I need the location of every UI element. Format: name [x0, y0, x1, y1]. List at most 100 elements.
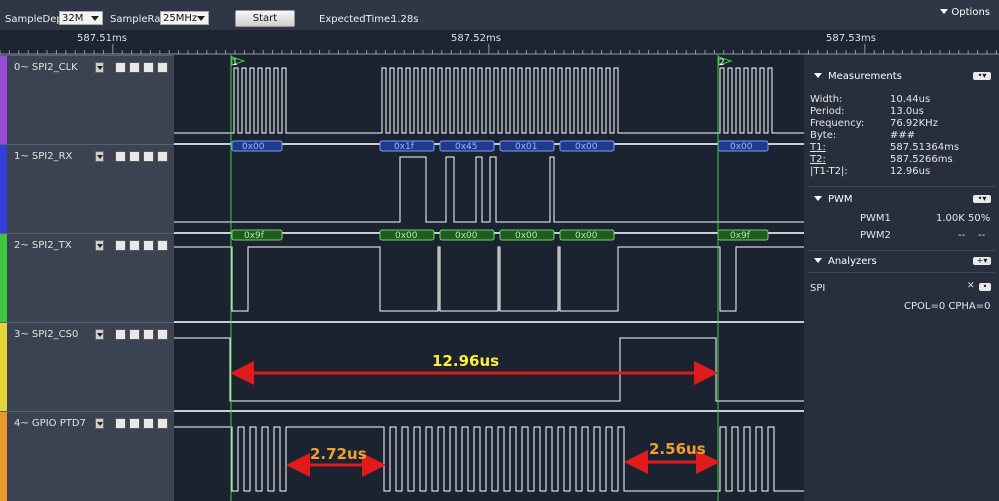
chevron-down-icon	[91, 16, 99, 21]
trigger-low-icon[interactable]	[157, 329, 168, 340]
decode-label: 0x00	[242, 142, 265, 152]
channel-dropdown[interactable]	[95, 151, 104, 162]
timeline-ruler[interactable]: 587.51ms 587.52ms 587.53ms	[0, 30, 999, 56]
channel-dropdown[interactable]	[95, 418, 104, 429]
trigger-low-icon[interactable]	[157, 418, 168, 429]
toolbar: SampleDepth 32M SampleRate 25MHz Start E…	[0, 0, 999, 30]
decode-box[interactable]	[559, 140, 615, 152]
channel-name: 0~ SPI2_CLK	[14, 62, 78, 73]
trigger-fall-icon[interactable]	[143, 329, 154, 340]
decode-box[interactable]	[379, 140, 435, 152]
trigger-fall-icon[interactable]	[143, 151, 154, 162]
trigger-high-icon[interactable]	[129, 240, 140, 251]
trigger-rise-icon[interactable]	[115, 151, 126, 162]
pwm-header[interactable]: PWM	[814, 194, 853, 205]
waveform-canvas[interactable]: 0x00 0x1f 0x45 0x01 0x00 0x00 0x9f 0x00 …	[174, 55, 804, 501]
decode-label: 0x9f	[244, 231, 265, 241]
channel-panel-1[interactable]: 1~ SPI2_RX	[0, 144, 174, 233]
channel-color-bar	[0, 145, 7, 233]
channel-dropdown[interactable]	[95, 240, 104, 251]
trigger-rise-icon[interactable]	[115, 418, 126, 429]
trigger-rise-icon[interactable]	[115, 62, 126, 73]
channel-name: 4~ GPIO PTD7	[14, 418, 86, 429]
add-analyzer-icon[interactable]: +▾	[973, 257, 991, 265]
trigger-high-icon[interactable]	[129, 418, 140, 429]
trigger-high-icon[interactable]	[129, 62, 140, 73]
pwm-freq: 1.00K	[936, 213, 965, 224]
settings-icon[interactable]: •	[979, 283, 991, 291]
trigger-low-icon[interactable]	[157, 240, 168, 251]
analyzer-config: CPOL=0 CPHA=0	[904, 301, 991, 312]
chevron-down-icon	[97, 333, 103, 337]
analyzers-header[interactable]: Analyzers	[814, 256, 877, 267]
channel-panel-4[interactable]: 4~ GPIO PTD7	[0, 411, 174, 501]
decode-label: 0x00	[395, 231, 418, 241]
trigger-low-icon[interactable]	[157, 62, 168, 73]
trigger-fall-icon[interactable]	[143, 62, 154, 73]
decode-box[interactable]	[231, 229, 283, 241]
measure-label: Frequency:	[810, 118, 865, 129]
sample-depth-select[interactable]: 32M	[59, 11, 103, 25]
measure-label: Period:	[810, 106, 845, 117]
tx-decode-row: 0x9f 0x00 0x00 0x00 0x00 0x9f	[231, 229, 769, 241]
cursor-2-label: 2	[719, 58, 725, 68]
divider	[808, 186, 995, 187]
channel-panel-3[interactable]: 3~ SPI2_CS0	[0, 322, 174, 411]
triangle-down-icon	[940, 9, 949, 14]
time-label: 587.52ms	[451, 33, 501, 44]
time-label: 587.51ms	[77, 33, 127, 44]
decode-box[interactable]	[499, 140, 555, 152]
trigger-high-icon[interactable]	[129, 329, 140, 340]
trigger-high-icon[interactable]	[129, 151, 140, 162]
measure-label: Byte:	[810, 130, 837, 141]
chevron-down-icon	[97, 422, 103, 426]
decode-box[interactable]	[499, 229, 555, 241]
channel-panel-0[interactable]: 0~ SPI2_CLK	[0, 55, 174, 144]
sample-rate-select[interactable]: 25MHz	[160, 11, 209, 25]
decode-box[interactable]	[379, 229, 435, 241]
trigger-rise-icon[interactable]	[115, 240, 126, 251]
decode-label: 0x1f	[394, 142, 415, 152]
trigger-rise-icon[interactable]	[115, 329, 126, 340]
settings-icon[interactable]: •▾	[973, 72, 991, 80]
trigger-fall-icon[interactable]	[143, 240, 154, 251]
channel-color-bar	[0, 323, 7, 411]
channel-name: 1~ SPI2_RX	[14, 151, 73, 162]
expected-time-value: 1.28s	[391, 14, 419, 25]
options-menu[interactable]: Options	[940, 7, 990, 18]
channel-dropdown[interactable]	[95, 62, 104, 73]
tx-glitch-marks	[438, 247, 560, 311]
cs-width-label: 12.96us	[432, 352, 499, 370]
decode-box[interactable]	[559, 229, 615, 241]
decode-box[interactable]	[439, 140, 495, 152]
measure-value: 587.5266ms	[890, 154, 953, 165]
pwm-freq: --	[958, 230, 966, 241]
trigger-fall-icon[interactable]	[143, 418, 154, 429]
expected-time-label: ExpectedTime:	[319, 14, 394, 25]
channel-color-bar	[0, 412, 7, 501]
cursor-flag-icon[interactable]	[231, 56, 246, 66]
tx-waveform	[174, 246, 804, 312]
measure-value: 587.51364ms	[890, 142, 960, 153]
close-icon[interactable]: ✕	[967, 281, 975, 291]
trigger-low-icon[interactable]	[157, 151, 168, 162]
channel-panel-2[interactable]: 2~ SPI2_TX	[0, 233, 174, 322]
decode-label: 0x00	[575, 231, 598, 241]
sample-depth-label: SampleDepth	[5, 14, 73, 25]
settings-icon[interactable]: •▾	[973, 195, 991, 203]
chevron-down-icon	[97, 66, 103, 70]
decode-box[interactable]	[231, 140, 283, 152]
waveform-area[interactable]: 0x00 0x1f 0x45 0x01 0x00 0x00 0x9f 0x00 …	[174, 55, 804, 501]
start-button[interactable]: Start	[235, 10, 295, 27]
cursor-flag-icon[interactable]	[718, 56, 733, 66]
decode-label: 0x01	[515, 142, 538, 152]
analyzer-name: SPI	[810, 283, 826, 294]
measurements-header[interactable]: Measurements	[814, 71, 902, 82]
gap1-label: 2.72us	[310, 445, 367, 463]
pwm-name: PWM1	[860, 213, 891, 224]
channel-color-bar	[0, 234, 7, 322]
clk-waveform	[174, 67, 804, 134]
channel-dropdown[interactable]	[95, 329, 104, 340]
decode-box[interactable]	[439, 229, 495, 241]
pwm-name: PWM2	[860, 230, 891, 241]
